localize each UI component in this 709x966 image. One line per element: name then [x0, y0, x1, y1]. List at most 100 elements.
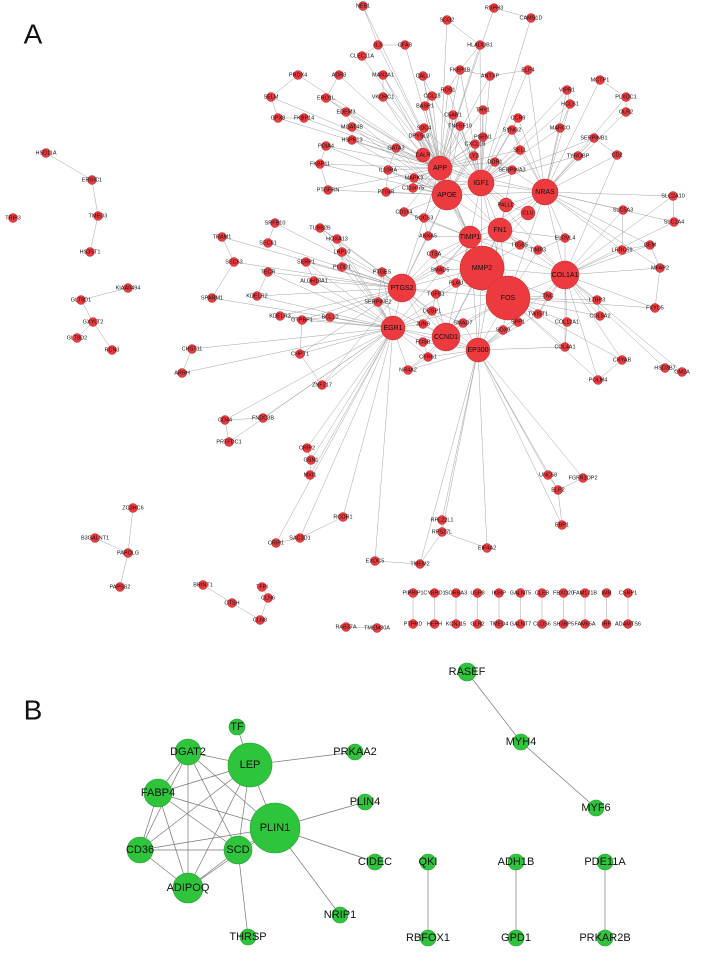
edge	[564, 195, 674, 276]
edge	[507, 297, 656, 309]
gene-label: SERPINA3	[498, 167, 525, 173]
gene-node	[249, 802, 301, 854]
gene-node	[306, 455, 316, 465]
gene-node	[595, 311, 605, 321]
edge	[564, 274, 683, 373]
gene-label: PTGIR	[378, 189, 395, 195]
gene-node	[451, 619, 461, 629]
gene-node	[115, 582, 125, 592]
gene-node	[459, 245, 505, 291]
gene-label: SELL	[513, 147, 526, 153]
gene-node	[592, 295, 602, 305]
gene-label: TNFSF10	[448, 123, 472, 129]
edge	[441, 531, 488, 549]
gene-label: LRRC59	[611, 247, 632, 253]
gene-node	[455, 65, 465, 75]
edge	[80, 287, 129, 301]
edge	[439, 69, 461, 169]
gene-node	[380, 315, 406, 341]
gene-label: RPS27L	[432, 529, 453, 535]
edge	[493, 7, 532, 19]
gene-label: PLIN1	[260, 822, 291, 834]
gene-node	[537, 619, 547, 629]
edge	[439, 75, 491, 169]
gene-label: NEB1	[356, 3, 370, 9]
gene-label: ELOVL4	[555, 235, 576, 241]
gene-node	[373, 297, 383, 307]
gene-label: TUBB2B	[309, 225, 331, 231]
panel-label: A	[24, 18, 43, 49]
gene-node	[341, 107, 351, 117]
edge	[299, 327, 394, 539]
gene-label: JUNB	[416, 321, 431, 327]
gene-node	[337, 262, 347, 272]
gene-label: TGFB1	[427, 291, 445, 297]
edge	[544, 191, 623, 251]
edge	[439, 129, 513, 169]
gene-node	[309, 276, 319, 286]
gene-node	[414, 131, 424, 141]
gene-label: ANXA5	[419, 233, 437, 239]
gene-label: FKBP14	[294, 115, 314, 121]
gene-node	[378, 70, 388, 80]
gene-label: TIMP3	[530, 247, 546, 253]
gene-label: CLU	[522, 210, 533, 216]
gene-node	[198, 580, 208, 590]
nodes-b: TF LEP DGAT2 FABP4 PLIN1 CD36 SCD ADIPOQ THRSP NR…	[126, 662, 631, 947]
gene-node	[90, 533, 100, 543]
gene-label: THRSP	[229, 931, 266, 943]
edge	[564, 244, 651, 276]
gene-node	[227, 598, 237, 608]
edge	[319, 163, 448, 196]
edge	[459, 44, 481, 71]
gene-node	[472, 588, 483, 598]
edge	[127, 507, 134, 554]
gene-node	[381, 187, 391, 197]
gene-label: SLC2A10	[661, 193, 685, 199]
gene-label: PSEN1	[474, 134, 492, 140]
edge	[593, 137, 618, 156]
edge	[403, 211, 471, 238]
gene-node	[293, 70, 303, 80]
edge	[489, 69, 529, 77]
gene-node	[263, 238, 273, 248]
edge	[520, 741, 597, 809]
gene-node	[123, 548, 133, 558]
gene-node	[305, 470, 315, 480]
edge	[446, 19, 481, 46]
edge	[480, 103, 571, 184]
gene-label: SERPINB1	[580, 135, 607, 141]
edge	[231, 602, 261, 621]
gene-label: KDELR2	[246, 293, 267, 299]
edge	[313, 280, 403, 289]
edge	[327, 167, 441, 191]
gene-label: CYR61	[419, 354, 437, 360]
edge	[477, 349, 563, 526]
gene-label: ERO1L	[317, 95, 335, 101]
gene-node	[383, 165, 393, 175]
gene-label: CHPT1	[291, 351, 309, 357]
edge	[321, 327, 394, 386]
gene-node	[123, 283, 133, 293]
gene-node	[513, 113, 523, 123]
edge	[310, 327, 394, 461]
edge	[544, 111, 627, 193]
gene-label: CLN8	[253, 617, 267, 623]
gene-label: KCNJ15	[446, 621, 466, 627]
edge	[477, 346, 566, 351]
gene-label: TMED4	[490, 621, 509, 627]
gene-node	[494, 588, 504, 598]
gene-node	[399, 207, 409, 217]
gene-label: SLC1A4	[664, 219, 685, 225]
gene-label: GPX8	[271, 115, 286, 121]
gene-label: SOCS3	[415, 215, 434, 221]
gene-node	[370, 556, 380, 566]
gene-node	[126, 836, 154, 864]
gene-node	[623, 619, 633, 629]
gene-label: EDEM3	[337, 109, 356, 115]
gene-node	[217, 232, 227, 242]
gene-label: PLOD1	[333, 264, 351, 270]
edge	[480, 89, 568, 184]
gene-label: TWIST1	[528, 311, 548, 317]
edge	[321, 287, 403, 386]
